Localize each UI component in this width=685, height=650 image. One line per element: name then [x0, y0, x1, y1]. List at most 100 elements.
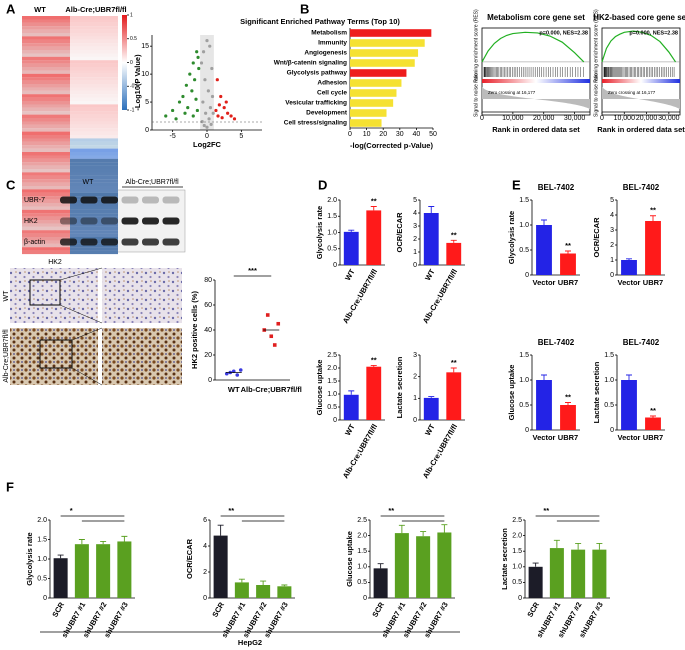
- heatmap-cell: [22, 233, 70, 238]
- histology-title: HK2: [48, 259, 62, 266]
- bar: [592, 549, 607, 598]
- heatmap-cell: [22, 162, 70, 166]
- y-tick-label: 2: [413, 374, 417, 381]
- x-tick-label: 30: [396, 131, 404, 138]
- x-tick-label: 10: [363, 131, 371, 138]
- heatmap-cell: [70, 56, 118, 61]
- y-tick-label: Vesicular trafficking: [285, 100, 347, 107]
- point: [201, 100, 205, 104]
- colorbar-tick-label: 0.5: [130, 36, 137, 42]
- heatmap-cell: [70, 22, 118, 27]
- heatmap-cell: [22, 148, 70, 153]
- y-tick-label: 3: [413, 352, 417, 359]
- heatmap-cell: [22, 240, 70, 244]
- heatmap-cell: [22, 33, 70, 37]
- y-axis-label: Glucose uptake: [315, 360, 324, 416]
- point: [184, 83, 188, 87]
- blot-row-label: UBR-7: [24, 197, 45, 204]
- bar: [350, 39, 425, 47]
- heatmap-cell: [22, 199, 70, 204]
- x-tick-label: 20,000: [533, 115, 555, 122]
- heatmap-column-label: WT: [34, 5, 46, 14]
- x-tick-label: 40: [413, 131, 421, 138]
- y-axis-label: -Log10(P Value): [133, 54, 142, 111]
- error-bar: [348, 229, 355, 232]
- heatmap-cell: [22, 141, 70, 146]
- heatmap-cell: [70, 216, 118, 221]
- blot-row-label: β-actin: [24, 239, 45, 246]
- y-axis-label: Glycolysis rate: [507, 211, 516, 264]
- y-tick-label: 0.5: [604, 402, 614, 409]
- y-tick-label: 0: [145, 127, 149, 134]
- error-bar: [428, 396, 435, 398]
- bar: [560, 405, 576, 430]
- y-tick-label: 4: [413, 210, 417, 217]
- x-tick-label: Vector: [618, 278, 641, 287]
- x-tick-label: UBR7: [558, 278, 578, 287]
- y-tick-label: Immunity: [318, 40, 347, 47]
- error-bar: [398, 524, 405, 534]
- y-tick-label: 10: [141, 71, 149, 78]
- y-tick-label: 1.5: [604, 352, 614, 359]
- x-tick-label: Alb-Cre;UBR7fl/fl: [241, 385, 302, 394]
- x-tick-label: 10,000: [614, 115, 636, 122]
- y-tick-label: 1.5: [357, 548, 367, 555]
- y-tick-label: 1.5: [512, 548, 522, 555]
- rank-metric: [602, 87, 680, 109]
- heatmap-cell: [22, 175, 70, 180]
- y-axis-label: Lactate secretion: [395, 356, 404, 418]
- heatmap-cell: [70, 107, 118, 112]
- y-axis-label: Glycolysis rate: [315, 206, 324, 259]
- y-tick-label: 3: [610, 227, 614, 234]
- error-bar: [541, 374, 547, 380]
- blot-band: [121, 196, 139, 204]
- y-tick-label: 15: [141, 43, 149, 50]
- y-tick-label: 2: [203, 569, 207, 576]
- chart-title: BEL-7402: [623, 183, 660, 192]
- heatmap-cell: [70, 165, 118, 170]
- error-bar: [281, 584, 288, 587]
- y-tick-label: 1.5: [327, 213, 337, 220]
- annotation: **: [451, 358, 457, 367]
- heatmap-cell: [22, 182, 70, 187]
- bar: [446, 242, 462, 265]
- point: [205, 38, 209, 43]
- point: [164, 114, 168, 118]
- ns-region: [200, 35, 214, 130]
- heatmap-cell: [70, 73, 118, 78]
- point: [183, 111, 187, 115]
- point: [200, 120, 204, 124]
- point: [265, 313, 270, 317]
- y-tick-label: Angiogenesis: [304, 50, 347, 57]
- point: [269, 334, 274, 339]
- zero-crossing: Zero crossing at 16,177: [608, 90, 656, 95]
- y-tick-label: 2.5: [512, 517, 522, 524]
- error-bar: [377, 563, 384, 569]
- y-axis-label: OCR/ECAR: [592, 217, 601, 258]
- y-tick-label: 0: [363, 595, 367, 602]
- heatmap-cell: [70, 192, 118, 197]
- heatmap-cell: [70, 87, 118, 91]
- heatmap-cell: [70, 230, 118, 234]
- bar: [350, 99, 394, 107]
- bar: [213, 535, 228, 598]
- bar: [277, 586, 292, 598]
- y-tick-label: 20: [204, 352, 212, 359]
- heatmap-cell: [22, 220, 70, 224]
- y-tick-label: 1.0: [604, 377, 614, 384]
- blot-band: [101, 238, 118, 246]
- blot-band: [162, 196, 180, 204]
- point: [222, 106, 226, 110]
- zoom-box: [29, 279, 61, 306]
- annotation: *: [70, 506, 73, 515]
- x-tick-label: Vector: [618, 433, 641, 442]
- point: [205, 125, 209, 129]
- histology-row-label: WT: [3, 290, 10, 302]
- zoom-line: [59, 304, 103, 324]
- y-tick-label: Glycolysis pathway: [287, 70, 348, 77]
- y-axis-label: Lactate secretion: [592, 361, 601, 423]
- heatmap-cell: [22, 216, 70, 221]
- chart-title: BEL-7402: [538, 338, 575, 347]
- y-axis-label: Glucose uptake: [507, 365, 516, 421]
- heatmap-cell: [22, 111, 70, 115]
